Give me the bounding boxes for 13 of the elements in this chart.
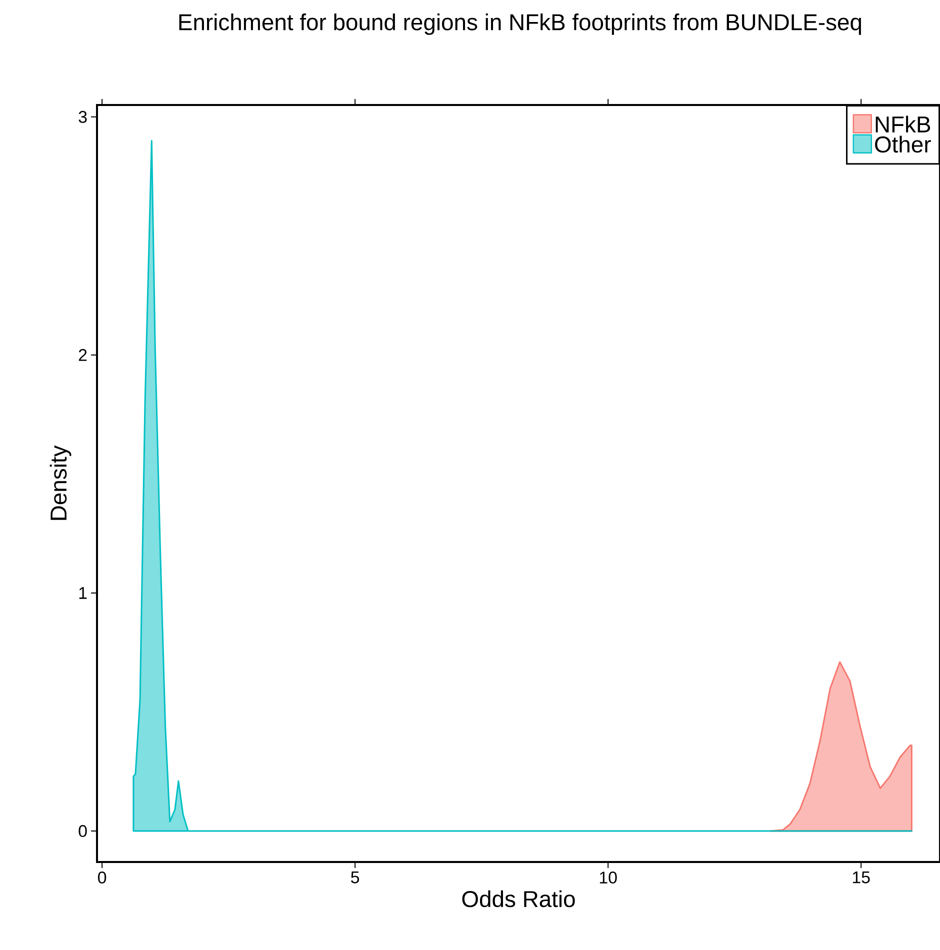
y-tick-label: 1 [79, 587, 87, 599]
x-tick-label: 5 [351, 872, 360, 884]
legend-label: NFkB [876, 116, 930, 132]
y-axis-title: Density [50, 445, 72, 520]
x-tick-label: 0 [98, 872, 106, 884]
chart-title: Enrichment for bound regions in NFkB footprints from BUNDLE-seq [179, 14, 862, 35]
y-tick-label: 2 [78, 349, 87, 361]
x-tick-label: 15 [852, 872, 870, 884]
x-tick-label: 10 [600, 872, 617, 884]
y-tick-label: 0 [78, 825, 87, 838]
x-axis-title: Odds Ratio [462, 890, 575, 908]
y-tick-label: 3 [78, 110, 87, 123]
legend-label: Other [875, 136, 931, 153]
